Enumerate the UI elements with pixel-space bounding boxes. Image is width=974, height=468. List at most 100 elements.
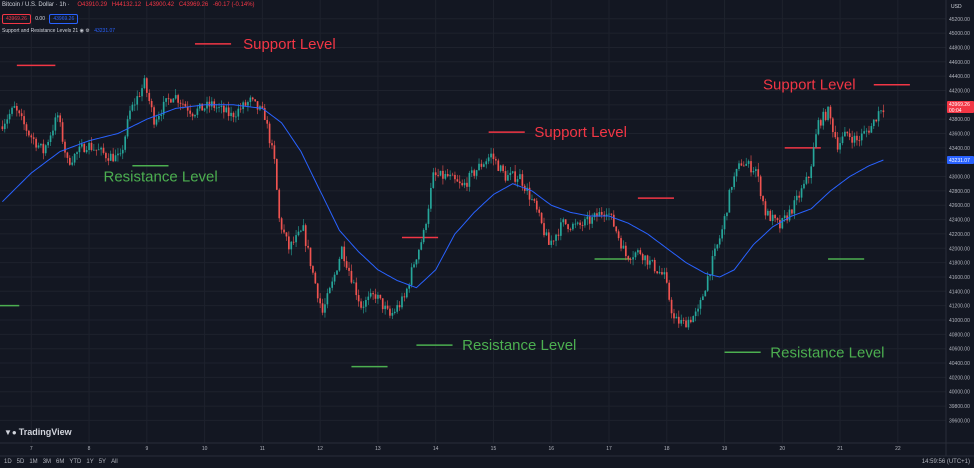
candle-body (605, 214, 608, 216)
candle-body (93, 149, 95, 151)
candle (446, 168, 449, 178)
timeframe-6m[interactable]: 6M (56, 459, 65, 465)
candle (564, 219, 567, 225)
timeframe-3m[interactable]: 3M (42, 459, 52, 465)
candle-body (32, 137, 35, 139)
timeframe-5y[interactable]: 5Y (98, 459, 107, 465)
candle-body (466, 182, 468, 187)
buy-button[interactable]: 43969.26 (49, 14, 79, 24)
price-tick-label: 43800.00 (949, 117, 970, 123)
candle-body (398, 305, 401, 308)
candle-body (76, 152, 78, 154)
candle-body (78, 146, 81, 153)
candle-body (634, 252, 637, 258)
candle-body (627, 256, 630, 260)
candle (781, 217, 784, 230)
candle-body (851, 137, 853, 143)
candle (333, 272, 336, 285)
candle (764, 198, 767, 220)
candle-body (273, 145, 276, 160)
indicator-params: 21 (72, 28, 79, 34)
candle-body (747, 161, 750, 164)
timeframe-1d[interactable]: 1D (4, 459, 12, 465)
candle-body (196, 108, 199, 115)
candle-body (235, 116, 237, 118)
candle (20, 108, 23, 121)
candle-body (13, 106, 16, 108)
candle-body (47, 141, 49, 146)
candle-body (620, 238, 622, 249)
candle (268, 121, 271, 148)
candle (133, 98, 136, 112)
candle (396, 300, 399, 314)
candle-body (767, 210, 769, 216)
price-axis[interactable]: 39600.00 39800.00 40000.00 40200.00 40400.00… (945, 0, 974, 456)
last-price-label: 43969.26 (949, 102, 970, 108)
indicator-legend[interactable]: Support and Resistance Levels 21 ◉ ⚙ 432… (2, 28, 115, 34)
settings-icon[interactable]: ⚙ (85, 28, 90, 34)
ma-price-badge (947, 155, 974, 164)
candle (95, 149, 98, 156)
candle (88, 139, 90, 155)
candle (463, 179, 466, 189)
candle-body (215, 107, 218, 109)
candle-body (340, 246, 343, 259)
currency-label[interactable]: USD (951, 4, 962, 10)
candle-body (442, 170, 444, 179)
timeframe-all[interactable]: All (111, 459, 118, 465)
candle (699, 297, 702, 315)
candle-body (312, 266, 314, 273)
candle (32, 132, 35, 145)
candle (812, 142, 815, 167)
candle-body (745, 163, 748, 166)
candle-body (345, 261, 348, 268)
symbol-title[interactable]: Bitcoin / U.S. Dollar · 1h · (2, 2, 70, 8)
candle-body (694, 311, 697, 317)
candle-body (653, 259, 656, 272)
candle (475, 169, 478, 180)
candle (247, 100, 249, 112)
candle (622, 240, 625, 249)
candle-body (405, 288, 408, 298)
candle-body (495, 159, 497, 161)
candle (788, 205, 791, 223)
candle (403, 292, 406, 302)
candle (353, 279, 355, 284)
candle-body (198, 103, 201, 109)
candle-body (357, 295, 360, 302)
candle (754, 166, 757, 178)
candle-body (129, 110, 131, 120)
candle (641, 252, 644, 265)
candle (360, 298, 362, 310)
time-axis[interactable]: 7 8 9 10 11 12 13 14 15 16 17 18 19 20 21 22 (0, 442, 974, 457)
timeframe-5d[interactable]: 5D (16, 459, 25, 465)
candle (220, 100, 223, 114)
candle (555, 233, 557, 247)
candle-body (254, 99, 256, 102)
candle-body (355, 282, 358, 296)
candle (244, 99, 247, 107)
candle (198, 103, 201, 112)
eye-icon[interactable]: ◉ (79, 28, 84, 34)
candle (184, 101, 187, 107)
candle-body (827, 106, 829, 121)
timeframe-ytd[interactable]: YTD (69, 459, 82, 465)
candle-body (865, 130, 868, 132)
candle-body (8, 113, 11, 120)
candle-body (762, 196, 764, 202)
timeframe-1y[interactable]: 1Y (86, 459, 94, 465)
candle-body (59, 115, 62, 123)
price-tick-label: 43000.00 (949, 175, 970, 181)
candle-body (30, 135, 33, 138)
candle (706, 271, 709, 293)
timeframe-1m[interactable]: 1M (29, 459, 38, 465)
candle-body (251, 97, 254, 100)
candle-body (167, 98, 170, 100)
candle-body (16, 106, 18, 111)
candle (449, 170, 451, 180)
candle-body (37, 145, 40, 148)
candle (779, 215, 781, 233)
candle-body (280, 218, 283, 230)
sell-button[interactable]: 43969.26 (2, 14, 31, 24)
